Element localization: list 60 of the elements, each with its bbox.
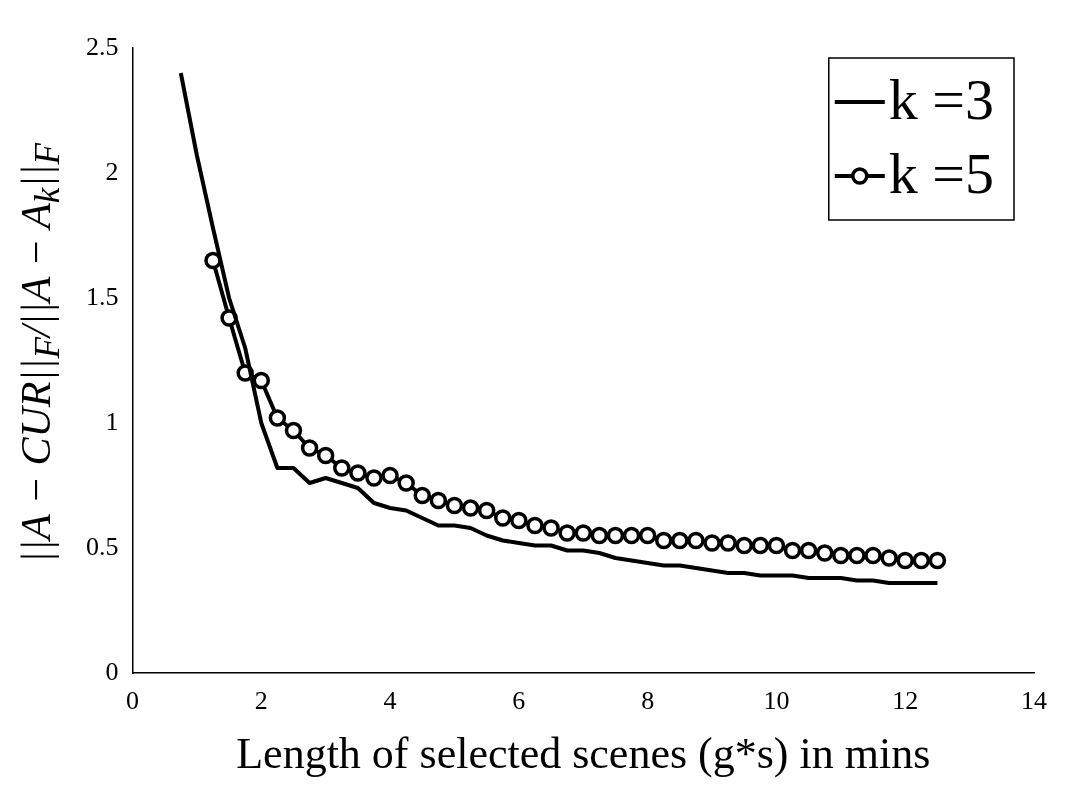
legend-label: k =3 xyxy=(888,67,995,133)
point xyxy=(638,526,657,545)
point xyxy=(767,536,786,555)
point xyxy=(300,439,319,457)
x-axis-title: Length of selected scenes (g*s) in mins xyxy=(236,729,931,779)
y-tick-label: 0.5 xyxy=(86,531,119,561)
point xyxy=(687,531,705,550)
point xyxy=(912,551,931,570)
point xyxy=(622,526,641,545)
point xyxy=(542,519,560,537)
point xyxy=(719,534,737,552)
y-tick-label: 0 xyxy=(105,656,119,686)
point xyxy=(381,466,399,485)
point xyxy=(606,526,625,545)
point xyxy=(494,509,512,527)
x-tick-label: 2 xyxy=(254,686,268,716)
y-tick-label: 1 xyxy=(105,406,119,436)
x-tick-label: 6 xyxy=(512,686,526,716)
point xyxy=(284,421,303,440)
x-tick-label: 12 xyxy=(892,686,919,716)
point xyxy=(928,551,947,570)
y-tick-label: 2.5 xyxy=(86,31,119,61)
point xyxy=(268,409,287,427)
y-tick-label: 2 xyxy=(105,156,119,186)
x-tick-label: 14 xyxy=(1021,686,1047,716)
x-tick-label: 10 xyxy=(763,686,790,716)
point xyxy=(783,541,802,560)
legend-label: k =5 xyxy=(888,141,995,207)
point xyxy=(252,371,271,390)
point xyxy=(445,496,464,515)
point xyxy=(333,459,351,477)
point xyxy=(510,511,528,530)
point xyxy=(558,524,576,542)
x-tick-label: 0 xyxy=(126,686,139,716)
point xyxy=(429,491,448,510)
point xyxy=(848,546,866,565)
point xyxy=(413,486,432,505)
point xyxy=(590,526,609,545)
point xyxy=(316,446,335,465)
point xyxy=(349,464,367,482)
y-tick-label: 1.5 xyxy=(86,281,119,311)
point xyxy=(896,551,914,570)
point xyxy=(365,469,383,487)
point xyxy=(461,499,480,517)
point xyxy=(815,544,834,562)
x-tick-label: 4 xyxy=(383,686,397,716)
point xyxy=(526,516,544,535)
point xyxy=(397,474,415,492)
point xyxy=(671,531,689,550)
point xyxy=(751,536,770,555)
point xyxy=(832,546,850,565)
point xyxy=(654,531,673,550)
point xyxy=(880,549,898,567)
point xyxy=(799,541,818,560)
point xyxy=(574,524,592,542)
point xyxy=(864,546,882,565)
point xyxy=(477,501,496,520)
x-tick-label: 8 xyxy=(641,686,655,716)
point xyxy=(735,536,753,555)
point xyxy=(703,534,721,552)
